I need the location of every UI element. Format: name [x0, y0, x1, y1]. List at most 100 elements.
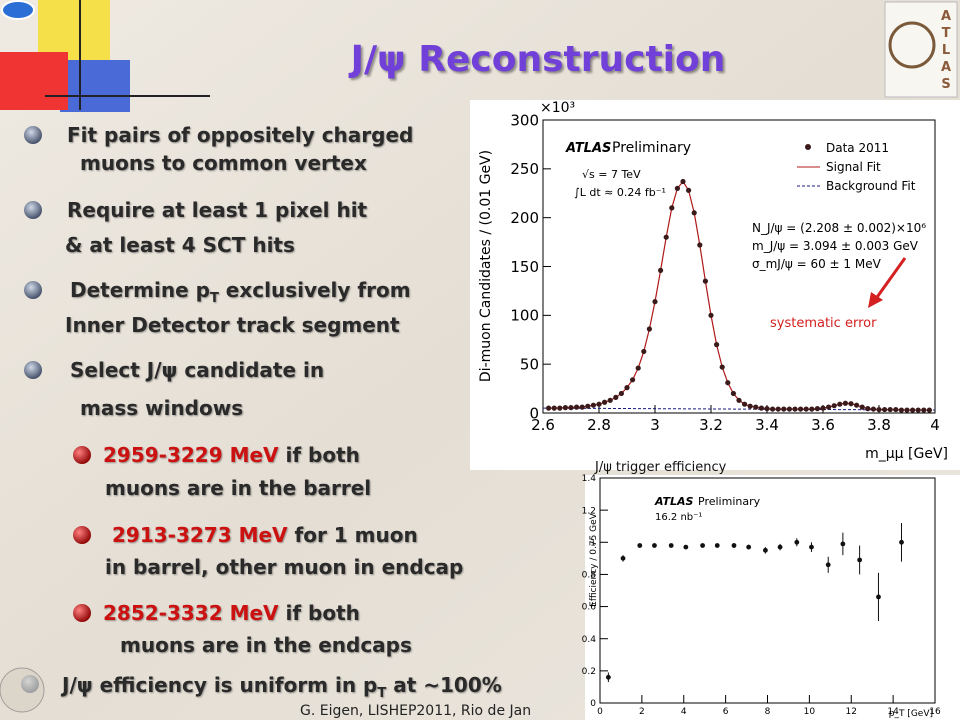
data-point	[568, 405, 574, 411]
data-point	[546, 405, 552, 411]
mass-range: 2852-3332 MeV	[103, 601, 279, 625]
data-point	[904, 407, 910, 413]
x-axis-label: p_T [GeV]	[889, 709, 933, 719]
bullet-text: Determine pT exclusively from	[70, 278, 411, 306]
text-run: J/ψ efficiency is uniform in p	[60, 673, 377, 697]
bullet-text: Inner Detector track segment	[65, 313, 400, 337]
data-point	[579, 404, 585, 410]
y-tick-label: 0.6	[582, 603, 597, 613]
legend-label: Background Fit	[826, 179, 916, 193]
arrow	[873, 257, 907, 301]
data-point	[635, 365, 641, 371]
data-point	[926, 407, 933, 413]
data-point	[747, 403, 753, 409]
eff-plot-panel	[585, 475, 960, 720]
data-point	[714, 543, 720, 548]
data-point	[574, 404, 580, 410]
data-point	[680, 178, 686, 185]
data-point	[551, 405, 557, 411]
y-tick-label: 200	[510, 209, 539, 227]
data-point	[736, 397, 742, 403]
data-point	[607, 397, 613, 403]
data-point	[798, 406, 804, 412]
bullet-text: Require at least 1 pixel hit	[67, 198, 368, 222]
x-tick-label: 8	[765, 707, 771, 717]
x-tick-label: 14	[887, 707, 899, 717]
data-point	[915, 407, 921, 413]
footer: G. Eigen, LISHEP2011, Rio de Jan	[300, 703, 531, 719]
logo-letter: S	[941, 77, 950, 92]
data-point	[814, 406, 821, 412]
eff-caption: J/ψ trigger efficiency	[594, 460, 727, 475]
data-point	[792, 406, 798, 412]
fit-result: σ_mJ/ψ = 60 ± 1 MeV	[752, 257, 882, 271]
data-point	[826, 404, 832, 410]
x-axis-label: m_μμ [GeV]	[865, 446, 948, 462]
x-tick-label: 12	[846, 707, 857, 717]
preliminary-label: Preliminary	[698, 495, 761, 508]
logo-letter: L	[942, 43, 950, 58]
x-tick-label: 4	[681, 707, 687, 717]
data-point	[820, 405, 826, 411]
mass-range: 2913-3273 MeV	[112, 523, 288, 547]
data-point	[753, 404, 759, 410]
x-tick-label: 3.4	[755, 416, 779, 434]
y-tick-label: 150	[510, 258, 539, 276]
data-point	[663, 234, 669, 240]
text-run: for 1 muon	[288, 523, 418, 547]
data-point	[700, 543, 705, 548]
data-point	[893, 406, 899, 413]
data-point	[719, 364, 725, 370]
data-point	[865, 406, 871, 412]
data-point	[590, 402, 597, 408]
data-point	[674, 185, 681, 191]
data-point	[646, 326, 653, 332]
data-point	[899, 539, 904, 545]
x-tick-label: 4	[930, 416, 940, 434]
data-point	[746, 544, 752, 550]
plots: 2.6 2.8 3 3.2 3.4 3.6 3.8 4050100150200250300×1…	[478, 100, 948, 719]
data-point	[714, 342, 720, 348]
data-point	[837, 401, 843, 407]
lumi-label: ∫L dt ≈ 0.24 fb⁻¹	[574, 186, 666, 199]
bullet-text: & at least 4 SCT hits	[65, 233, 295, 257]
y-tick-label: 250	[510, 160, 539, 178]
data-point	[691, 210, 697, 216]
logo-letter: A	[941, 60, 951, 75]
data-point	[624, 385, 630, 391]
fit-result: N_J/ψ = (2.208 ± 0.002)×10⁶	[752, 221, 926, 235]
x-tick-label: 3	[650, 416, 660, 434]
x-tick-label: 16	[929, 707, 941, 717]
data-point	[613, 394, 619, 400]
data-point	[786, 406, 793, 412]
y-tick-label: 0	[590, 699, 596, 709]
data-point	[831, 403, 837, 409]
data-point	[683, 544, 689, 550]
text-run: at ~100%	[386, 673, 502, 697]
data-point	[876, 406, 882, 413]
bullet-icons	[0, 126, 91, 713]
sub-bullet-text: muons are in the endcaps	[120, 633, 412, 657]
y-tick-label: 0	[529, 404, 539, 422]
svg-text:ATLAS: ATLAS	[941, 9, 951, 92]
data-point	[775, 406, 781, 412]
data-point	[562, 405, 569, 411]
data-point	[618, 390, 625, 397]
conclusion-text: J/ψ efficiency is uniform in pT at ~100%	[60, 673, 502, 701]
data-point	[857, 557, 863, 563]
subscript: T	[210, 291, 219, 306]
x-tick-label: 3.2	[699, 416, 723, 434]
legend-marker	[805, 144, 811, 150]
data-point	[652, 543, 657, 548]
data-point	[825, 562, 831, 568]
data-point	[781, 406, 787, 412]
fit-result: m_J/ψ = 3.094 ± 0.003 GeV	[752, 239, 919, 253]
energy-label: √s = 7 TeV	[582, 168, 641, 181]
y-tick-label: 300	[510, 111, 539, 129]
bullet-text: Select J/ψ candidate in	[70, 358, 324, 382]
data-point	[876, 594, 881, 600]
data-point	[882, 406, 888, 413]
data-point	[870, 406, 877, 412]
data-point	[669, 205, 675, 211]
